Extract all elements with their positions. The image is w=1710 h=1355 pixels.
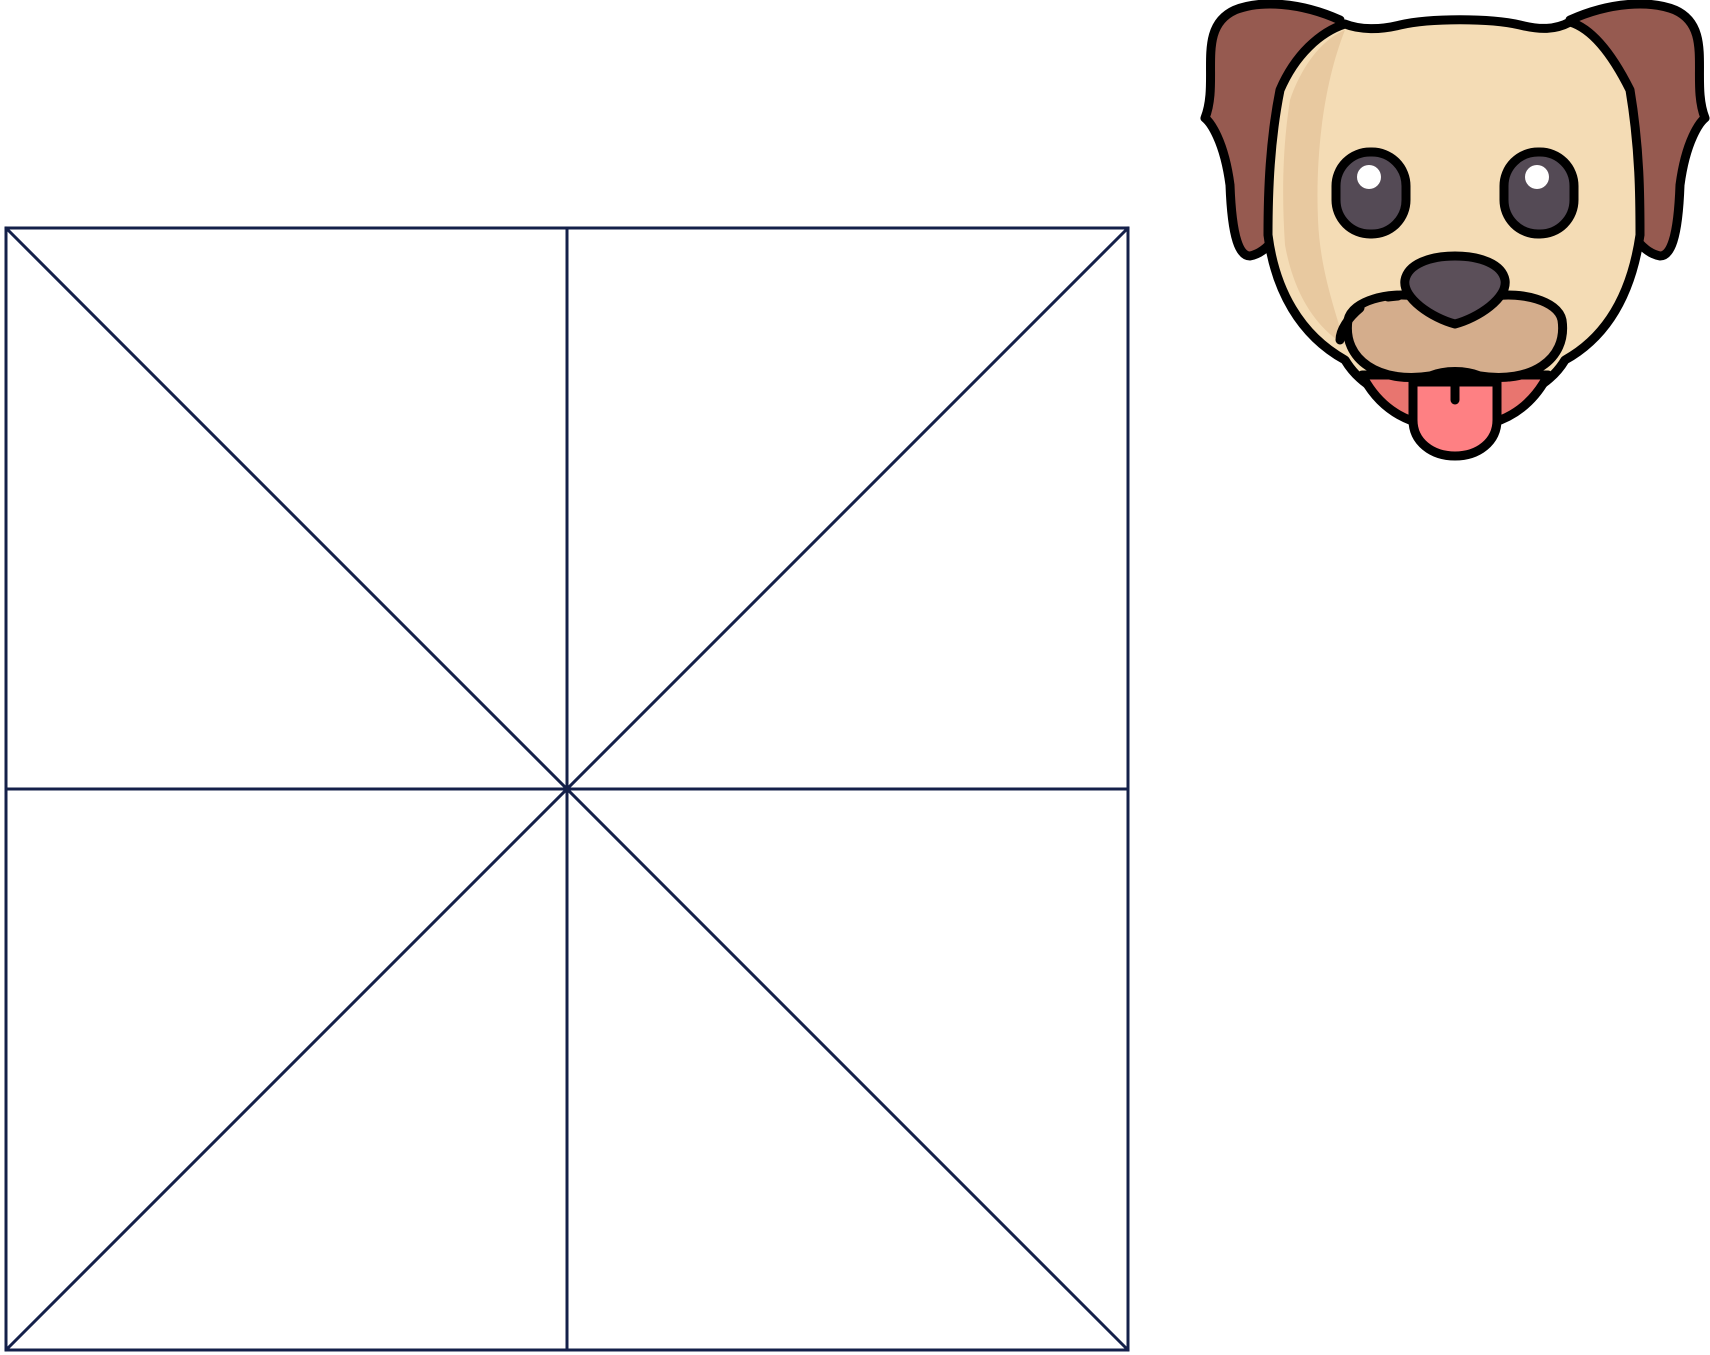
face-shade (1283, 30, 1345, 345)
whisker-mark (1383, 291, 1403, 302)
cheek-line (1335, 303, 1365, 345)
left-eye (1331, 147, 1411, 239)
right-eye-highlight (1525, 165, 1549, 189)
dog-face-icon (1200, 0, 1710, 461)
left-eye-highlight (1357, 165, 1381, 189)
subdivided-square (4, 226, 1130, 1352)
nose (1400, 251, 1510, 329)
right-eye (1499, 147, 1579, 239)
tongue (1408, 377, 1502, 461)
diagonal-top-right-to-bottom-left (4, 226, 1130, 1352)
